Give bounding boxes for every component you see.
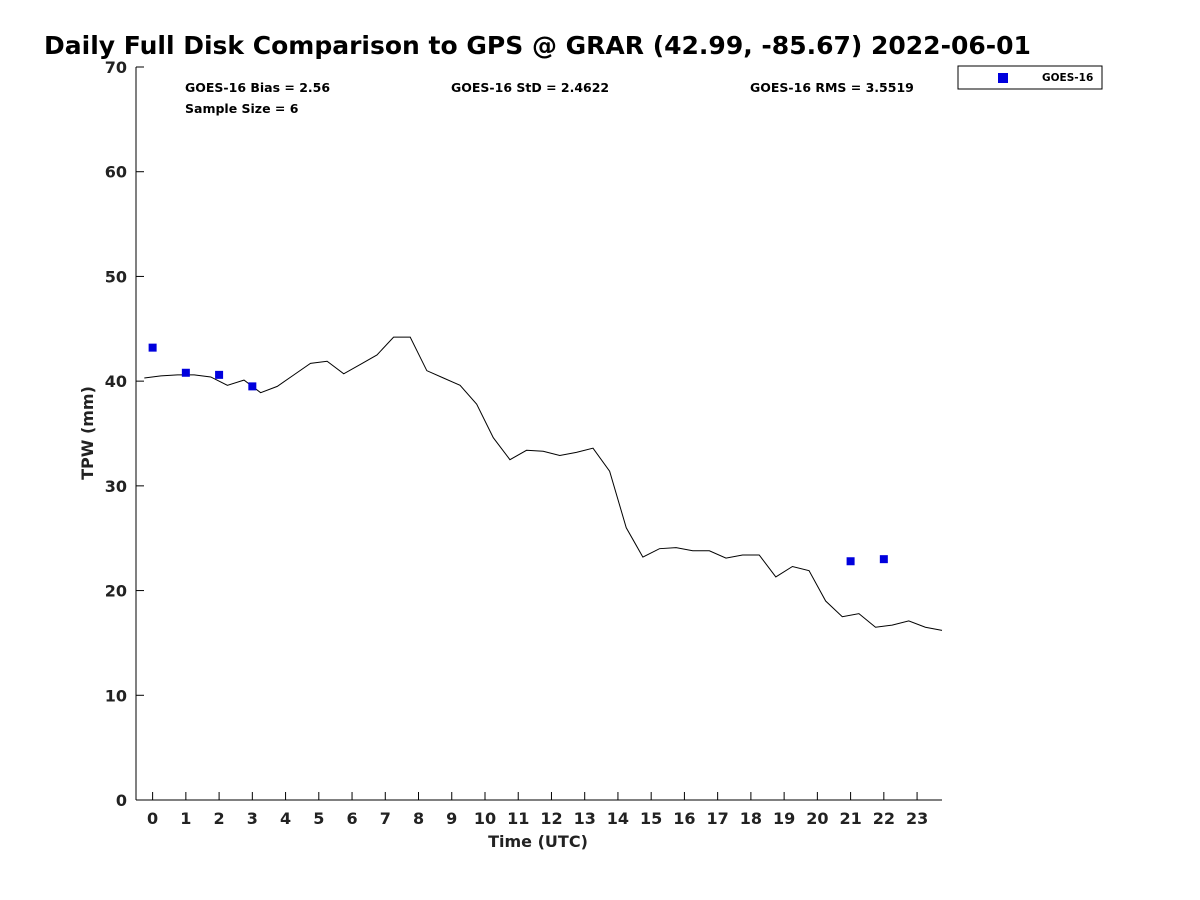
x-tick-label: 14 [607, 809, 629, 828]
x-tick-label: 5 [313, 809, 324, 828]
x-tick-label: 22 [873, 809, 895, 828]
legend-label-goes-16: GOES-16 [1042, 72, 1093, 84]
x-tick-label: 9 [446, 809, 457, 828]
x-tick-label: 4 [280, 809, 291, 828]
y-tick-label: 70 [105, 58, 127, 77]
y-tick-label: 10 [105, 686, 127, 705]
goes-16-point [846, 557, 855, 566]
x-tick-label: 11 [507, 809, 529, 828]
x-tick-label: 20 [806, 809, 828, 828]
x-ticks: 0 1 2 3 4 5 6 7 8 9 10 11 12 13 14 15 16 17 18 19 20 21 22 23 [147, 792, 928, 828]
rms-stat: GOES-16 RMS = 3.5519 [750, 80, 914, 95]
x-tick-label: 7 [380, 809, 391, 828]
gps-tpw-line [144, 336, 943, 631]
x-tick-label: 19 [773, 809, 795, 828]
legend-box [957, 65, 1103, 90]
x-tick-label: 15 [640, 809, 662, 828]
y-tick-label: 30 [105, 477, 127, 496]
x-tick-label: 12 [540, 809, 562, 828]
x-axis-label: Time (UTC) [488, 832, 588, 851]
sample-size-stat: Sample Size = 6 [185, 101, 299, 116]
goes-16-point [215, 370, 224, 379]
chart-title: Daily Full Disk Comparison to GPS @ GRAR… [44, 31, 1031, 60]
x-tick-label: 8 [413, 809, 424, 828]
goes-16-point [148, 343, 157, 352]
y-tick-label: 60 [105, 163, 127, 182]
x-tick-label: 13 [574, 809, 596, 828]
x-tick-label: 21 [839, 809, 861, 828]
x-tick-label: 16 [673, 809, 695, 828]
x-tick-label: 2 [214, 809, 225, 828]
gps-series-line [144, 336, 943, 631]
y-tick-label: 50 [105, 267, 127, 286]
legend-marker [998, 73, 1008, 83]
x-tick-label: 10 [474, 809, 496, 828]
goes-16-point [181, 368, 190, 377]
legend: GOES-16 [957, 65, 1103, 90]
x-tick-label: 0 [147, 809, 158, 828]
x-tick-label: 23 [906, 809, 928, 828]
y-ticks: 0 10 20 30 40 50 60 70 [105, 58, 144, 810]
y-tick-label: 40 [105, 372, 127, 391]
std-stat: GOES-16 StD = 2.4622 [451, 80, 609, 95]
goes-16-point [248, 382, 257, 391]
x-tick-label: 17 [707, 809, 729, 828]
goes-16-series-markers [148, 343, 888, 566]
axes [135, 67, 942, 801]
y-tick-label: 0 [116, 791, 127, 810]
y-axis-label: TPW (mm) [78, 386, 97, 480]
bias-stat: GOES-16 Bias = 2.56 [185, 80, 330, 95]
x-tick-label: 18 [740, 809, 762, 828]
goes-16-point [879, 555, 888, 564]
x-tick-label: 1 [180, 809, 191, 828]
x-tick-label: 6 [346, 809, 357, 828]
y-tick-label: 20 [105, 582, 127, 601]
x-tick-label: 3 [247, 809, 258, 828]
